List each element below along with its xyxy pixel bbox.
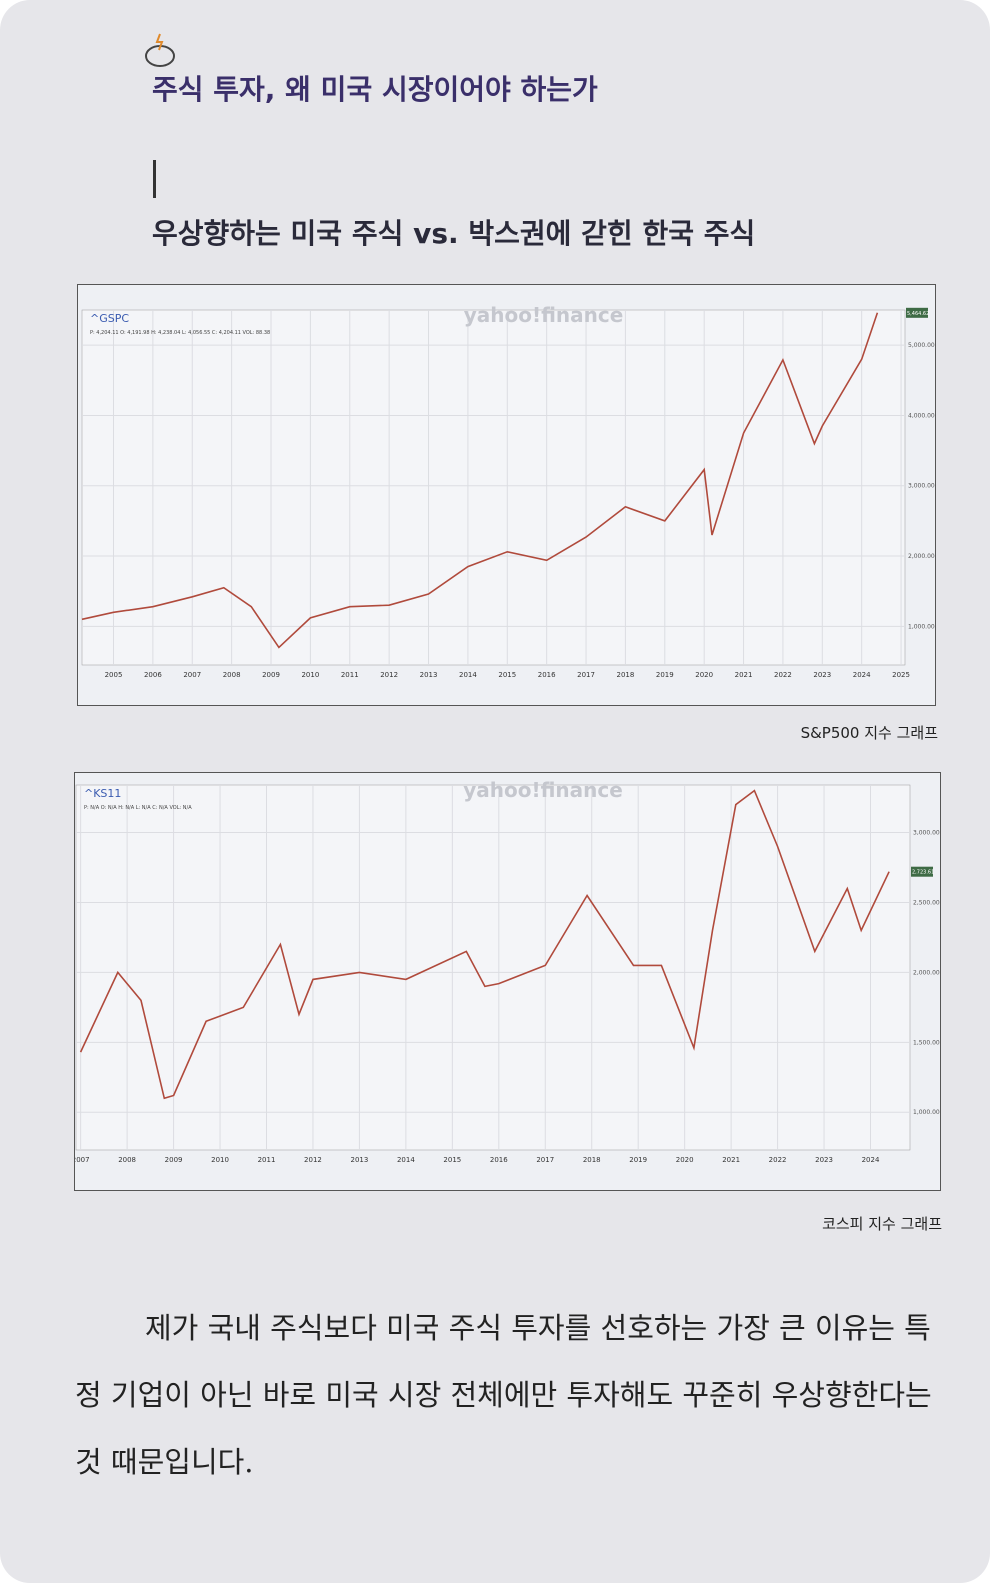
- x-tick-label: 2018: [617, 671, 635, 679]
- y-tick-label: 1,500.00: [913, 1039, 940, 1046]
- x-tick-label: 2008: [223, 671, 241, 679]
- plot-area: [75, 784, 911, 1151]
- last-price-label: 5,464.62: [907, 311, 929, 317]
- x-tick-label: 2016: [490, 1156, 508, 1164]
- x-tick-label: 2024: [853, 671, 871, 679]
- x-tick-label: 2015: [443, 1156, 461, 1164]
- last-price-tag: [906, 307, 928, 318]
- x-tick-label: 2010: [301, 671, 319, 679]
- x-tick-label: 2012: [380, 671, 398, 679]
- y-tick-label: 2,000.00: [908, 553, 935, 560]
- x-tick-label: 2008: [118, 1156, 136, 1164]
- x-tick-label: 2005: [105, 671, 123, 679]
- section-subtitle: 우상향하는 미국 주식 vs. 박스권에 갇힌 한국 주식: [152, 217, 756, 250]
- x-tick-label: 2023: [815, 1156, 833, 1164]
- chart-caption: S&P500 지수 그래프: [800, 724, 938, 742]
- x-tick-label: 2012: [304, 1156, 322, 1164]
- ohlc-line: P: 4,204.11 O: 4,191.98 H: 4,238.04 L: 4…: [90, 330, 270, 336]
- x-tick-label: 2015: [498, 671, 516, 679]
- chart-caption: 코스피 지수 그래프: [822, 1215, 942, 1233]
- x-tick-label: 2018: [583, 1156, 601, 1164]
- x-tick-label: 2009: [262, 671, 280, 679]
- x-tick-label: 2019: [629, 1156, 647, 1164]
- x-tick-label: 2025: [892, 671, 910, 679]
- x-tick-label: 2020: [695, 671, 713, 679]
- x-tick-label: 2021: [722, 1156, 740, 1164]
- x-tick-label: 2024: [862, 1156, 880, 1164]
- price-line: [81, 312, 879, 649]
- x-tick-label: 2007: [183, 671, 201, 679]
- x-tick-label: 2019: [656, 671, 674, 679]
- y-tick-label: 2,500.00: [913, 899, 940, 906]
- x-tick-label: 2013: [351, 1156, 369, 1164]
- x-tick-label: 2009: [165, 1156, 183, 1164]
- x-tick-label: 2023: [813, 671, 831, 679]
- plot-area: [81, 309, 906, 666]
- accent-bar: [153, 160, 156, 198]
- x-tick-label: 2016: [538, 671, 556, 679]
- watermark: yahoo!finance: [464, 303, 624, 327]
- last-price-label: 2,723.61: [912, 870, 934, 876]
- price-line: [79, 789, 890, 1100]
- x-tick-label: 2022: [774, 671, 792, 679]
- ticker: ^KS11: [84, 787, 121, 800]
- last-price-tag: [911, 866, 933, 877]
- x-tick-label: 2011: [258, 1156, 276, 1164]
- x-tick-label: 2014: [397, 1156, 415, 1164]
- x-tick-label: 2011: [341, 671, 359, 679]
- body-paragraph: 제가 국내 주식보다 미국 주식 투자를 선호하는 가장 큰 이유는 특정 기업…: [75, 1311, 932, 1479]
- ticker: ^GSPC: [90, 312, 129, 325]
- x-tick-label: 2022: [769, 1156, 787, 1164]
- x-tick-label: 2017: [577, 671, 595, 679]
- section-title: 주식 투자, 왜 미국 시장이어야 하는가: [152, 73, 598, 106]
- x-tick-label: 2006: [144, 671, 162, 679]
- y-tick-label: 4,000.00: [908, 412, 935, 419]
- chart: 1,000.00 1,500.00 2,000.00 2,500.00 3,000.00…: [74, 772, 941, 1191]
- chart: 1,000.00 2,000.00 3,000.00 4,000.00 5,000.00…: [77, 284, 936, 706]
- x-tick-label: 2020: [676, 1156, 694, 1164]
- y-tick-label: 2,000.00: [913, 969, 940, 976]
- ohlc-line: P: N/A O: N/A H: N/A L: N/A C: N/A VOL: …: [84, 805, 192, 811]
- y-tick-label: 1,000.00: [913, 1109, 940, 1116]
- x-tick-label: 2013: [420, 671, 438, 679]
- x-tick-label: 2007: [74, 1156, 90, 1164]
- pig-icon: [145, 33, 175, 67]
- watermark: yahoo!finance: [463, 778, 623, 802]
- x-tick-label: 2014: [459, 671, 477, 679]
- y-tick-label: 5,000.00: [908, 342, 935, 349]
- x-tick-label: 2010: [211, 1156, 229, 1164]
- x-tick-label: 2017: [536, 1156, 554, 1164]
- y-tick-label: 3,000.00: [908, 483, 935, 490]
- y-tick-label: 1,000.00: [908, 623, 935, 630]
- y-tick-label: 3,000.00: [913, 830, 940, 837]
- x-tick-label: 2021: [735, 671, 753, 679]
